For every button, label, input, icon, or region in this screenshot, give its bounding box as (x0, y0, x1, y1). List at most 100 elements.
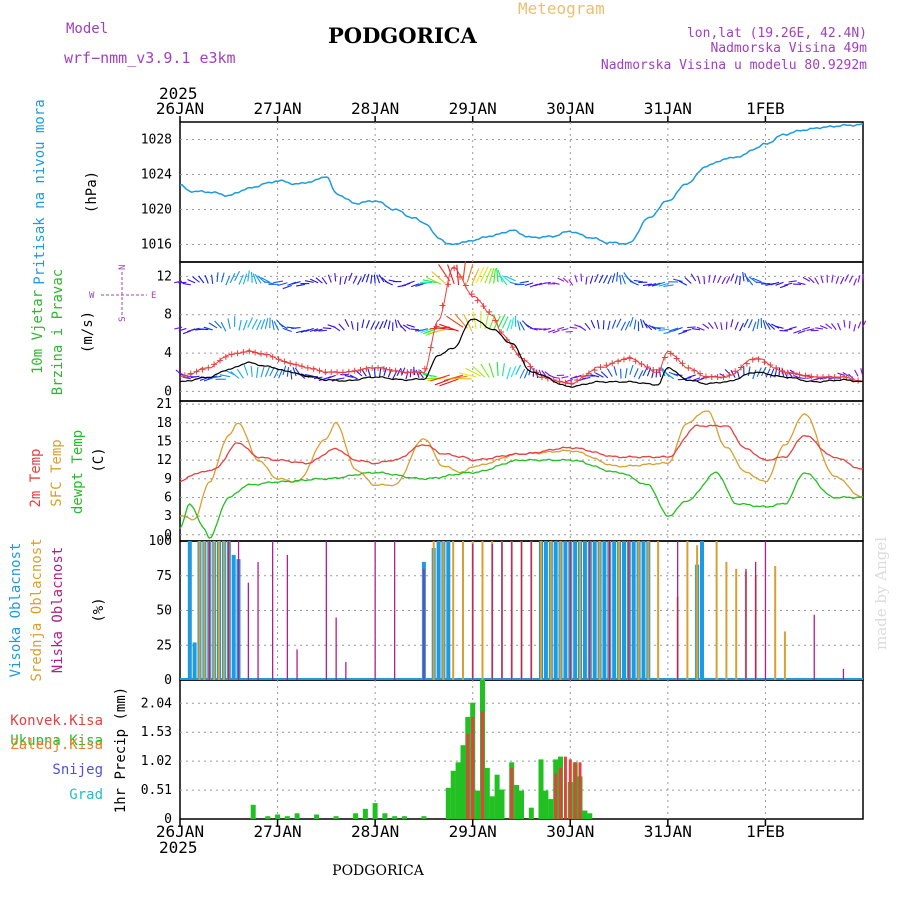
wind-arrow (517, 320, 521, 331)
wind-gust-marker (585, 370, 592, 377)
x-tick-label-bottom: 28JAN (351, 822, 399, 841)
wind-arrow (427, 328, 446, 335)
wind-arrow (590, 374, 600, 378)
wind-arrow (534, 282, 543, 287)
precip-bar (489, 796, 495, 819)
legend-conv: Konvek.Kisa (10, 713, 103, 729)
wind-arrow (806, 328, 815, 331)
x-tick-label-bottom: 27JAN (253, 822, 301, 841)
wind-arrow (479, 310, 482, 329)
wind-gust-marker (679, 360, 686, 367)
wind-arrow (291, 281, 301, 285)
wind-gust-marker (509, 344, 516, 351)
wind-arrow (802, 276, 811, 282)
wind-arrow (624, 320, 631, 331)
wind-gust-marker (410, 369, 417, 376)
cloud-bar (530, 541, 532, 680)
wind-arrow (243, 364, 249, 376)
wind-arrow (292, 367, 297, 377)
wind-arrow (788, 326, 797, 330)
wind-arrow (569, 375, 578, 380)
legend-frozen: Zaledj.Kisa (10, 737, 103, 753)
wind-arrow (448, 375, 468, 380)
wind-arrow (665, 372, 675, 380)
cloud-bar (764, 541, 767, 680)
wind-gust-marker (357, 366, 364, 373)
wind-gust-marker (404, 369, 411, 376)
wind-arrow (370, 274, 373, 284)
wind-arrow (250, 271, 253, 283)
wind-arrow (234, 271, 240, 282)
wind-arrow (840, 276, 845, 285)
elevation-text: Nadmorska Visina 49m (710, 41, 867, 56)
wind-arrow (762, 320, 767, 330)
wind-arrow (655, 281, 666, 287)
wind-arrow (736, 370, 741, 380)
wind-arrow (730, 273, 735, 282)
wind-arrow (190, 375, 200, 379)
x-tick-label-top: 27JAN (253, 99, 301, 118)
wind-gust-marker (609, 360, 616, 367)
lonlat-text: lon,lat (19.26E, 42.4N) (687, 26, 867, 41)
wind-arrow (552, 329, 560, 334)
plot-layer (174, 122, 867, 819)
wind-gust-marker (591, 367, 598, 374)
wind-arrow (848, 320, 851, 329)
wind-arrow (702, 323, 710, 329)
precip-bar (450, 770, 456, 819)
cloud-bar (622, 541, 626, 680)
wind-arrow (426, 276, 442, 285)
compass-s: S (118, 317, 128, 322)
wind-gust-marker (293, 361, 300, 368)
wind-arrow (187, 278, 196, 284)
wind-arrow (282, 327, 292, 332)
precip-bar (548, 799, 554, 819)
precip-bar (554, 773, 558, 819)
wind-gust-marker (345, 368, 352, 375)
wind-arrow (678, 330, 688, 335)
wind-arrow (497, 315, 505, 329)
wind-arrow (182, 376, 191, 380)
cloud-bar (755, 561, 757, 680)
y-tick-label: 25 (156, 638, 172, 653)
wind-arrow (304, 374, 314, 377)
wind-arrow (835, 276, 840, 284)
cloud-bar (481, 541, 484, 680)
cloud-bar (218, 541, 220, 680)
cloud-bar (446, 541, 451, 680)
wind-arrow (318, 329, 327, 332)
wind-arrow (658, 282, 670, 287)
precip-bar (460, 745, 466, 819)
wind-arrow (220, 321, 227, 332)
cloud-bar (452, 541, 455, 680)
wind-arrow (784, 328, 793, 331)
wind-arrow (843, 319, 846, 328)
wind-arrow (417, 328, 428, 332)
y-tick-label: 6 (164, 490, 172, 505)
pressure-line (179, 122, 864, 246)
wind-gust-marker (228, 351, 235, 358)
x-tick-label-top: 29JAN (449, 99, 497, 118)
wind-arrow (606, 368, 613, 377)
x-tick-label-bottom: 31JAN (644, 822, 692, 841)
y-tick-label: 0 (164, 812, 172, 827)
wind-arrow (761, 366, 767, 377)
model-name: wrf−nmm_v3.9.1 e3km (64, 49, 236, 67)
wind-gust-marker (427, 344, 434, 351)
wind-arrow (853, 324, 857, 332)
wind-arrow (406, 280, 415, 285)
wind-gust-marker (527, 363, 534, 370)
precip-bar (519, 790, 524, 819)
model-label: Model (66, 21, 108, 37)
wind-gust-marker (796, 371, 803, 378)
wind-gust-marker (310, 366, 317, 373)
wind-arrow (379, 320, 384, 330)
wind-arrow (309, 328, 319, 333)
wind-gust-marker (620, 356, 627, 363)
wind-arrow (578, 325, 587, 332)
wind-arrow (837, 372, 846, 376)
wind-arrow (250, 365, 253, 377)
cloud-mid-title: Srednja Oblacnost (29, 538, 45, 681)
wind-arrow (687, 374, 696, 379)
wind-arrow (348, 272, 353, 281)
